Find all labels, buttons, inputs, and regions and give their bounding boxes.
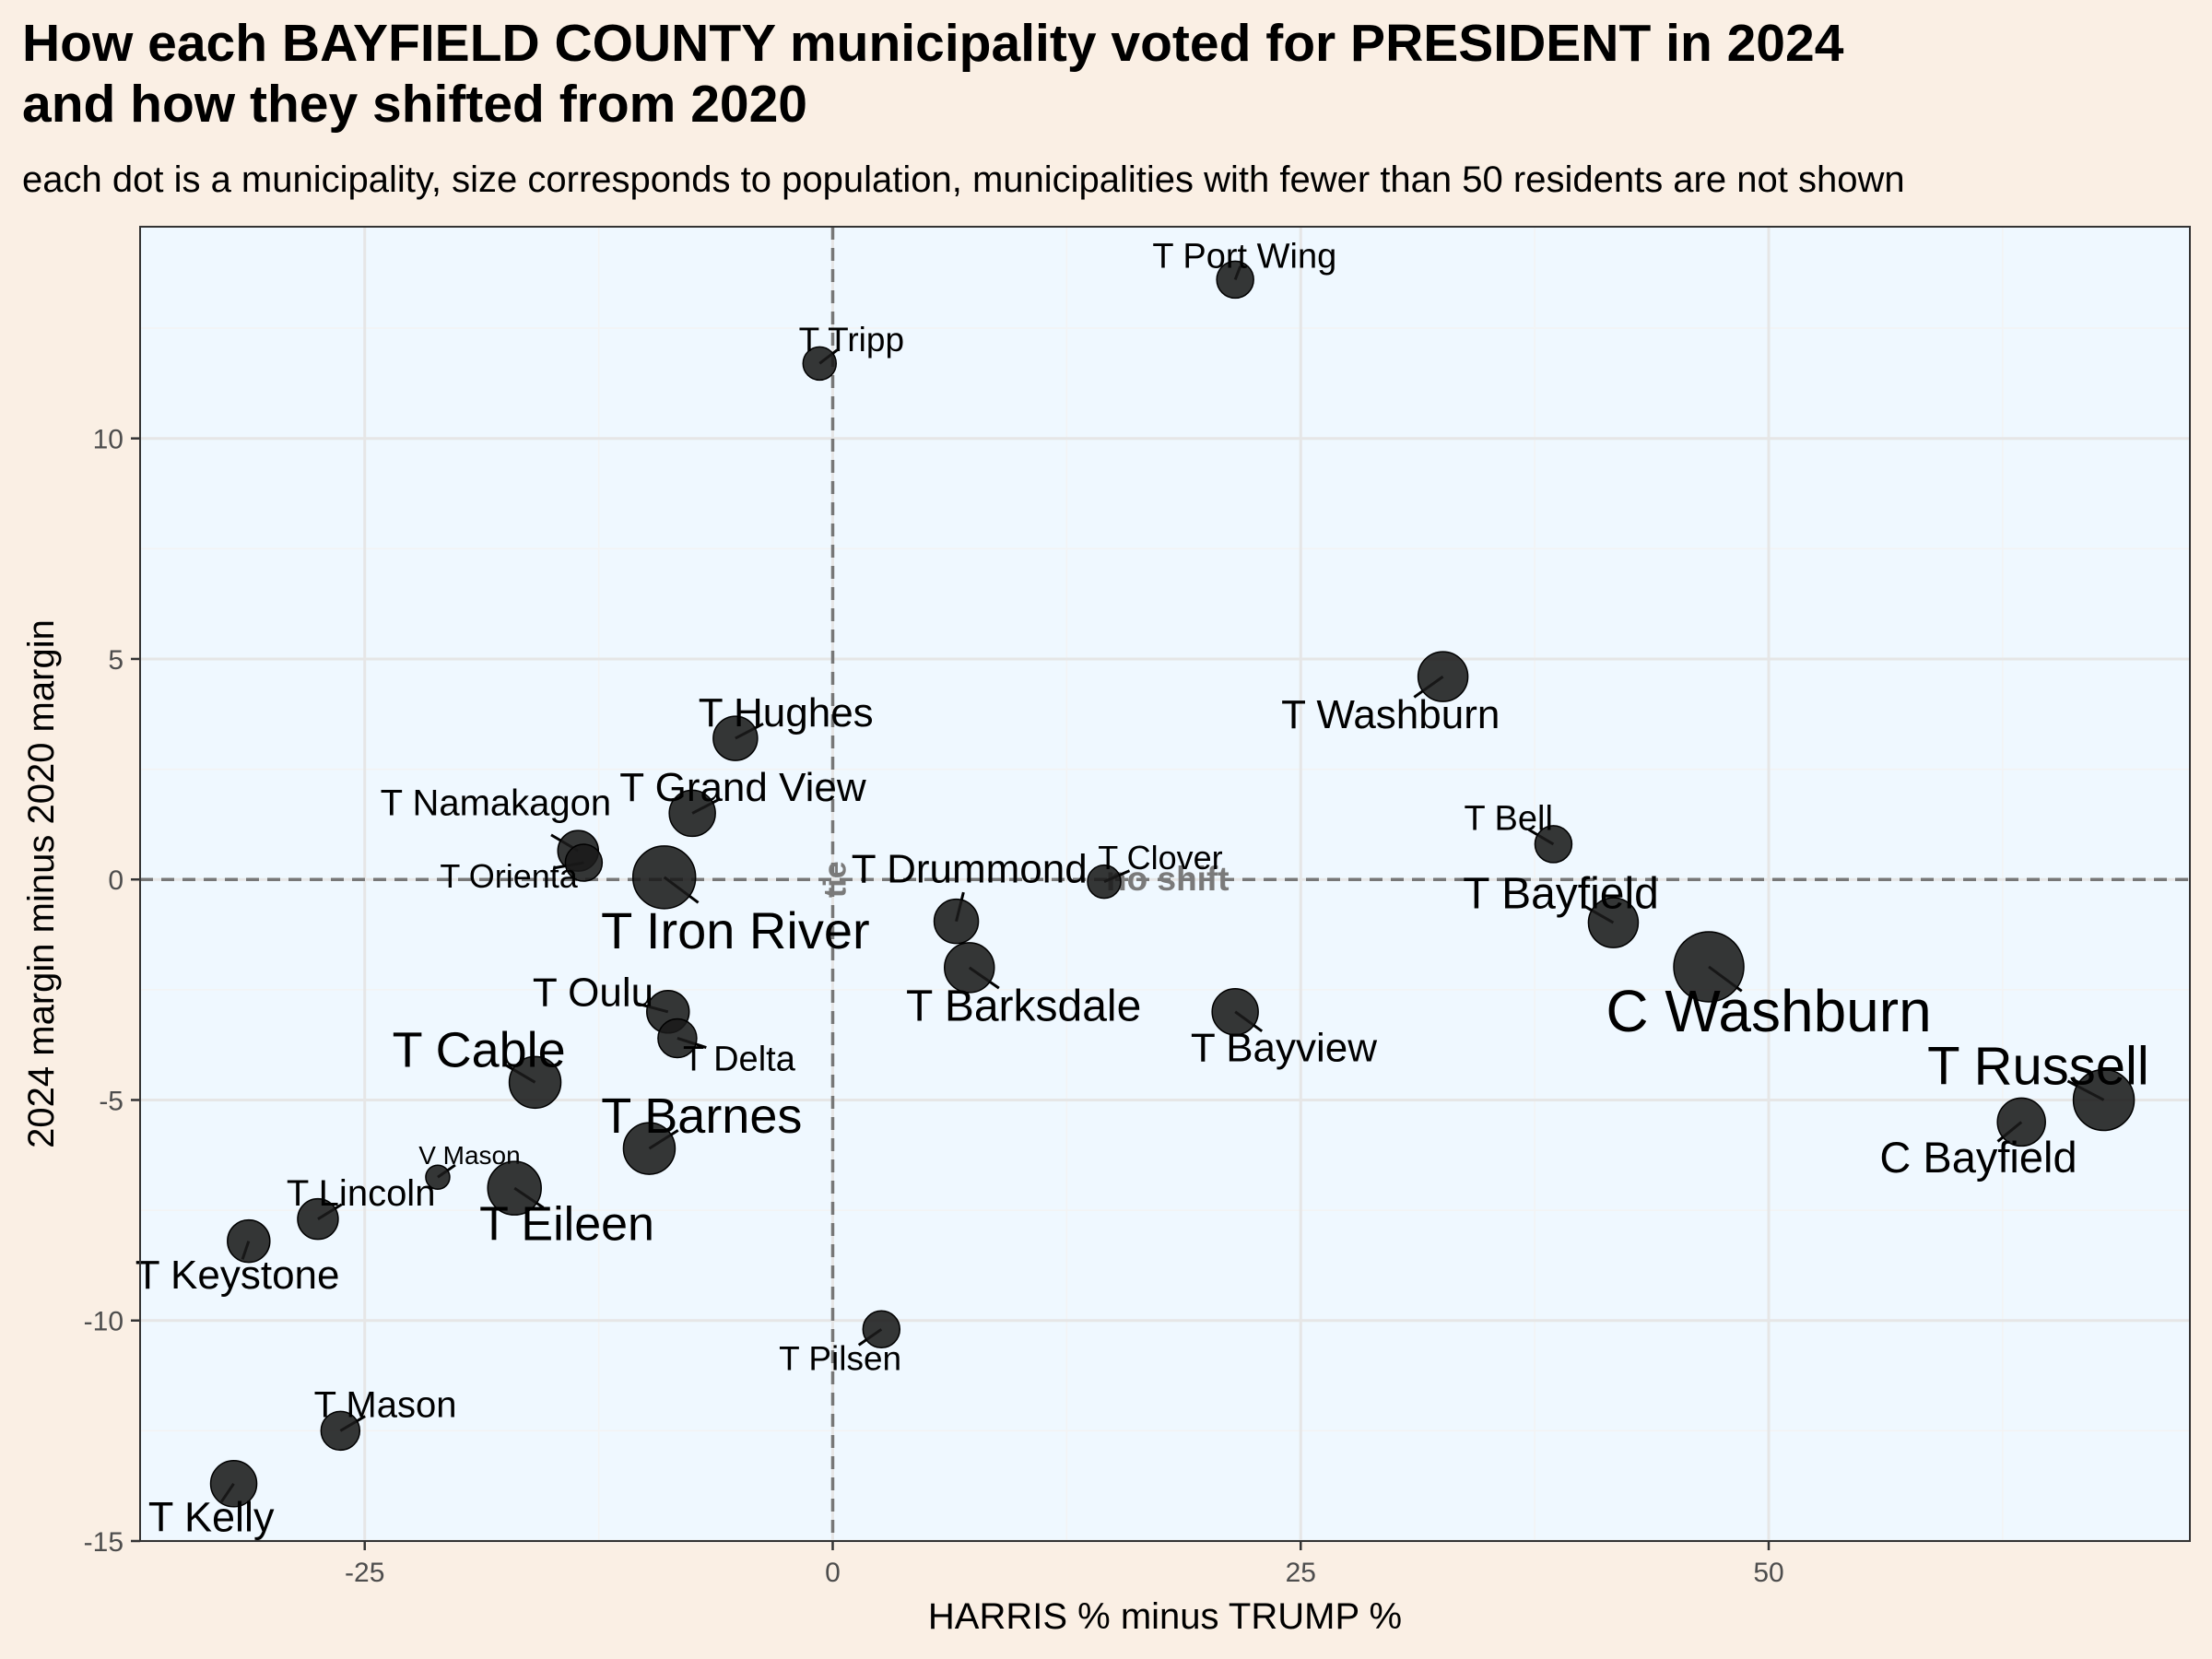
data-point <box>1216 260 1254 300</box>
point-label: T Lincoln <box>287 1173 436 1214</box>
chart-title-line-2: and how they shifted from 2020 <box>22 75 807 134</box>
point-label: T Clover <box>1098 839 1222 877</box>
data-point <box>1534 825 1573 864</box>
point-label: T Tripp <box>799 321 904 359</box>
data-point <box>712 715 759 761</box>
point-label: T Russell <box>1927 1036 2149 1096</box>
point-label: C Washburn <box>1606 978 1931 1044</box>
point-label: T Keystone <box>135 1253 340 1298</box>
point-label: T Grand View <box>619 765 866 810</box>
data-point <box>564 843 604 882</box>
data-point <box>1211 988 1259 1036</box>
x-tick-label: 50 <box>1753 1558 1783 1588</box>
point-label: T Kelly <box>148 1493 275 1540</box>
x-tick-label: 0 <box>825 1558 841 1588</box>
data-point <box>508 1055 562 1110</box>
point-label: T Pilsen <box>779 1339 901 1377</box>
data-point <box>209 1460 258 1508</box>
data-point <box>487 1160 542 1216</box>
y-tick-label: -15 <box>84 1527 124 1558</box>
point-label: T Drummond <box>852 847 1088 892</box>
data-point <box>320 1410 361 1452</box>
data-point <box>622 1122 677 1175</box>
data-point <box>862 1310 901 1349</box>
point-label: C Bayfield <box>1879 1133 2077 1182</box>
chart-subtitle: each dot is a municipality, size corresp… <box>22 159 1905 200</box>
point-label: T Iron River <box>601 901 869 959</box>
data-point <box>631 845 697 910</box>
data-point <box>657 1018 698 1059</box>
data-point <box>933 898 980 945</box>
chart-title: How each BAYFIELD COUNTY municipality vo… <box>22 13 2197 135</box>
data-point <box>1673 931 1745 1003</box>
point-label: T Bayview <box>1191 1025 1377 1070</box>
y-tick-label: -5 <box>99 1086 124 1116</box>
data-point <box>425 1164 451 1190</box>
data-point <box>1087 864 1122 900</box>
plot-border <box>139 226 2191 1542</box>
point-label: T Mason <box>314 1385 457 1426</box>
plot-panel <box>140 227 2190 1541</box>
data-point <box>297 1197 339 1241</box>
point-label: T Bell <box>1464 800 1552 839</box>
data-point <box>944 942 995 994</box>
point-label: T Barksdale <box>906 982 1141 1030</box>
point-label: T Delta <box>683 1040 796 1078</box>
point-label: T Oulu <box>533 971 653 1016</box>
point-label: T Orienta <box>440 857 578 895</box>
chart-title-line-1: How each BAYFIELD COUNTY municipality vo… <box>22 14 1844 73</box>
y-axis-title: 2024 margin minus 2020 margin <box>21 619 62 1148</box>
data-point <box>668 789 716 838</box>
data-point <box>2072 1068 2136 1132</box>
data-point <box>802 346 838 382</box>
point-label: T Barnes <box>601 1088 802 1144</box>
point-label: T Hughes <box>699 690 874 735</box>
y-tick-label: 0 <box>108 865 124 896</box>
point-label: T Eileen <box>479 1198 654 1252</box>
point-label: T Port Wing <box>1152 237 1336 276</box>
data-point <box>227 1218 271 1264</box>
x-axis-title: HARRIS % minus TRUMP % <box>928 1596 1402 1637</box>
no-shift-label: no shift <box>1106 860 1230 898</box>
point-label: T Washburn <box>1281 692 1500 737</box>
point-label: T Namakagon <box>381 782 612 823</box>
data-point <box>1587 897 1640 948</box>
data-point <box>1996 1097 2046 1147</box>
point-label: T Cable <box>393 1022 566 1077</box>
data-point <box>1417 651 1469 702</box>
x-tick-label: -25 <box>345 1558 384 1588</box>
y-tick-label: 10 <box>93 425 124 455</box>
point-label: T Bayfield <box>1463 869 1659 918</box>
y-tick-label: 5 <box>108 645 124 676</box>
tie-label: tie <box>818 861 853 898</box>
x-tick-label: 25 <box>1286 1558 1316 1588</box>
y-tick-label: -10 <box>84 1307 124 1337</box>
